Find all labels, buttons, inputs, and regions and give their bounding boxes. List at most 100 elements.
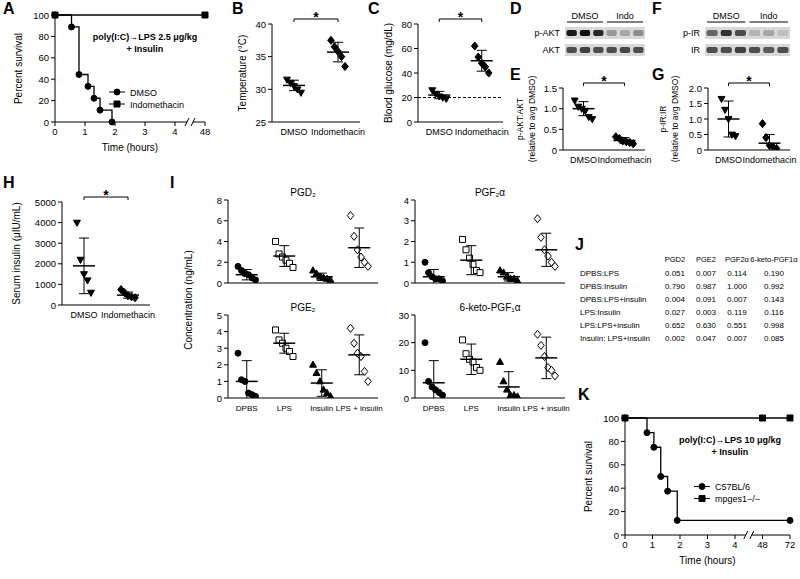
data-point [651, 444, 657, 450]
y-axis [62, 202, 63, 305]
y-tick-label: 1.5 [544, 83, 557, 94]
data-point [545, 252, 552, 260]
data-point [253, 277, 259, 283]
data-point [443, 96, 450, 102]
y-tick [224, 262, 228, 263]
error-bar [246, 361, 247, 398]
data-point [52, 12, 58, 18]
y-tick-label: 2.0 [689, 83, 702, 94]
band [580, 30, 590, 36]
error-cap [279, 245, 289, 246]
annotation: poly(I:C)→LPS 10 μg/kg [679, 435, 781, 445]
mean-line [428, 94, 450, 96]
data-point [365, 377, 372, 385]
data-point [351, 232, 358, 240]
error-cap [317, 369, 327, 370]
error-cap [354, 334, 364, 335]
y-tick [51, 122, 55, 123]
y-tick-label: 20 [401, 92, 412, 103]
x-tick-label: Indomethacin [311, 127, 365, 137]
axis-break [750, 531, 754, 539]
error-cap [123, 292, 133, 293]
data-point [460, 337, 466, 343]
y-tick-label: 8 [217, 195, 222, 206]
column-header: PGD2 [665, 255, 685, 264]
y-tick-label: 10 [398, 365, 409, 376]
y-axis-label: Temperature (°C) [237, 35, 248, 112]
error-cap [466, 344, 476, 345]
data-point [589, 117, 596, 123]
title: PGE₂ [291, 302, 316, 313]
mean-line [348, 247, 370, 249]
cell: 0.007 [727, 295, 748, 304]
cell: 0.051 [665, 269, 686, 278]
significance-label: * [746, 73, 752, 89]
error-cap [477, 50, 487, 51]
y-tick [51, 79, 55, 80]
row-label: DPBS:LPS+insulin [580, 295, 646, 304]
data-point [665, 488, 671, 494]
significance-label: * [313, 9, 319, 25]
x-tick-label: DMSO [715, 155, 742, 165]
mean-line [471, 60, 493, 62]
data-point [787, 517, 793, 523]
band [567, 47, 577, 53]
data-point [273, 239, 279, 245]
band [707, 30, 718, 36]
data-point [622, 415, 628, 421]
legend-label: mpges1−/− [715, 494, 760, 504]
data-point [787, 415, 793, 421]
data-point [485, 69, 492, 77]
y-tick-label: 5 [217, 310, 222, 321]
y-tick-label: 0.5 [689, 129, 702, 140]
data-point [644, 430, 650, 436]
x-tick-label: DPBS [236, 404, 258, 413]
data-point [422, 340, 428, 346]
x-tick-label: Indomethacin [101, 310, 155, 320]
cell: 0.116 [764, 308, 784, 317]
plot-area [235, 212, 371, 283]
column-header: PGE2 [696, 255, 716, 264]
y-tick-label: 1.5 [689, 98, 702, 109]
y-tick [58, 202, 62, 203]
cell: 0.002 [665, 334, 686, 343]
band [777, 47, 788, 53]
band [749, 30, 760, 36]
x-tick-label: Indomethacin [742, 155, 796, 165]
lane-label: DMSO [572, 11, 599, 21]
data-point [440, 278, 446, 283]
y-tick-label: 0 [217, 393, 222, 404]
row-label: DPBS:Insulin [580, 282, 627, 291]
annotation: + Insulin [127, 44, 164, 54]
error-cap [317, 396, 327, 397]
y-tick-label: 0 [614, 530, 619, 541]
annotation: poly(I:C)→LPS 2.5 μg/kg [93, 32, 198, 42]
data-point [477, 270, 483, 276]
error-cap [724, 101, 734, 102]
y-tick [224, 220, 228, 221]
lane-label: Indo [760, 11, 778, 21]
y-tick-label: 1.0 [544, 103, 557, 114]
mean-line [348, 354, 370, 356]
y-tick-label: 2 [217, 257, 222, 268]
y-tick [51, 57, 55, 58]
plot-area [235, 324, 371, 398]
y-tick-label: 35 [255, 51, 266, 62]
data-point [342, 62, 349, 70]
y-tick-label: 0 [697, 145, 702, 156]
error-cap [541, 233, 551, 234]
y-tick-label: 80 [38, 31, 49, 42]
y-tick-label: 1 [217, 376, 222, 387]
data-point [422, 259, 428, 265]
data-point [77, 257, 84, 263]
data-point [538, 341, 545, 349]
x-tick-label: 2 [112, 126, 117, 137]
data-point [718, 96, 725, 102]
data-point [722, 107, 729, 113]
y-axis-label: Concentration (ng/mL) [183, 250, 194, 350]
error-cap [466, 374, 476, 375]
y-tick [411, 398, 415, 399]
error-cap [354, 267, 364, 268]
data-point [84, 278, 91, 284]
y-tick [414, 48, 418, 49]
